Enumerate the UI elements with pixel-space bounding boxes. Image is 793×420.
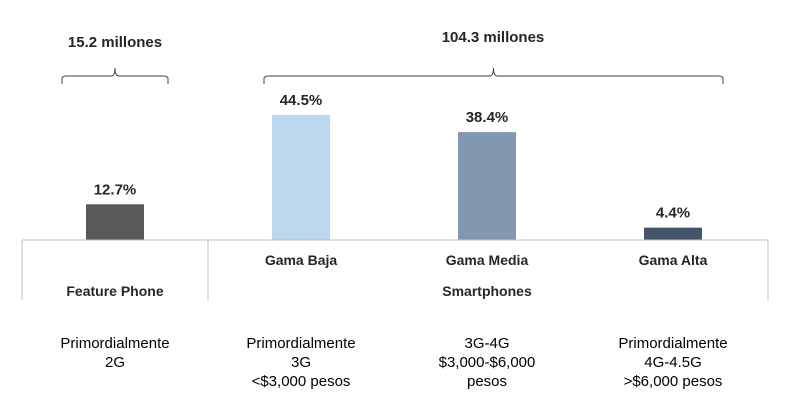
data-label-1: 44.5% [280,92,323,109]
footnote-2-line-2: pesos [467,373,507,390]
bracket-feature-phone [61,67,169,84]
footnote-2-line-0: 3G-4G [464,335,509,352]
group-label-feature-phone: Feature Phone [66,283,163,299]
category-label-1: Gama Baja [265,252,338,268]
category-label-3: Gama Alta [639,252,708,268]
footnote-2-line-1: $3,000-$6,000 [439,354,536,371]
footnote-3-line-0: Primordialmente [618,335,727,352]
footnote-1-line-1: 3G [291,354,311,371]
bracket-total-feature-phone: 15.2 millones [68,34,162,51]
category-label-2: Gama Media [446,252,529,268]
footnote-3-line-1: 4G-4.5G [644,354,702,371]
footnote-3-line-2: >$6,000 pesos [624,373,723,390]
footnote-0-line-0: Primordialmente [60,335,169,352]
bar-2 [458,132,516,240]
footnote-1-line-2: <$3,000 pesos [252,373,351,390]
footnote-0-line-1: 2G [105,354,125,371]
bar-3 [644,227,702,240]
bar-1 [272,115,330,240]
bracket-total-smartphones: 104.3 millones [442,29,545,46]
bar-0 [86,204,144,240]
data-label-0: 12.7% [94,181,137,198]
data-label-2: 38.4% [466,109,509,126]
group-label-smartphones: Smartphones [442,283,532,299]
data-label-3: 4.4% [656,205,690,222]
bracket-smartphones [263,67,724,84]
footnote-1-line-0: Primordialmente [246,335,355,352]
